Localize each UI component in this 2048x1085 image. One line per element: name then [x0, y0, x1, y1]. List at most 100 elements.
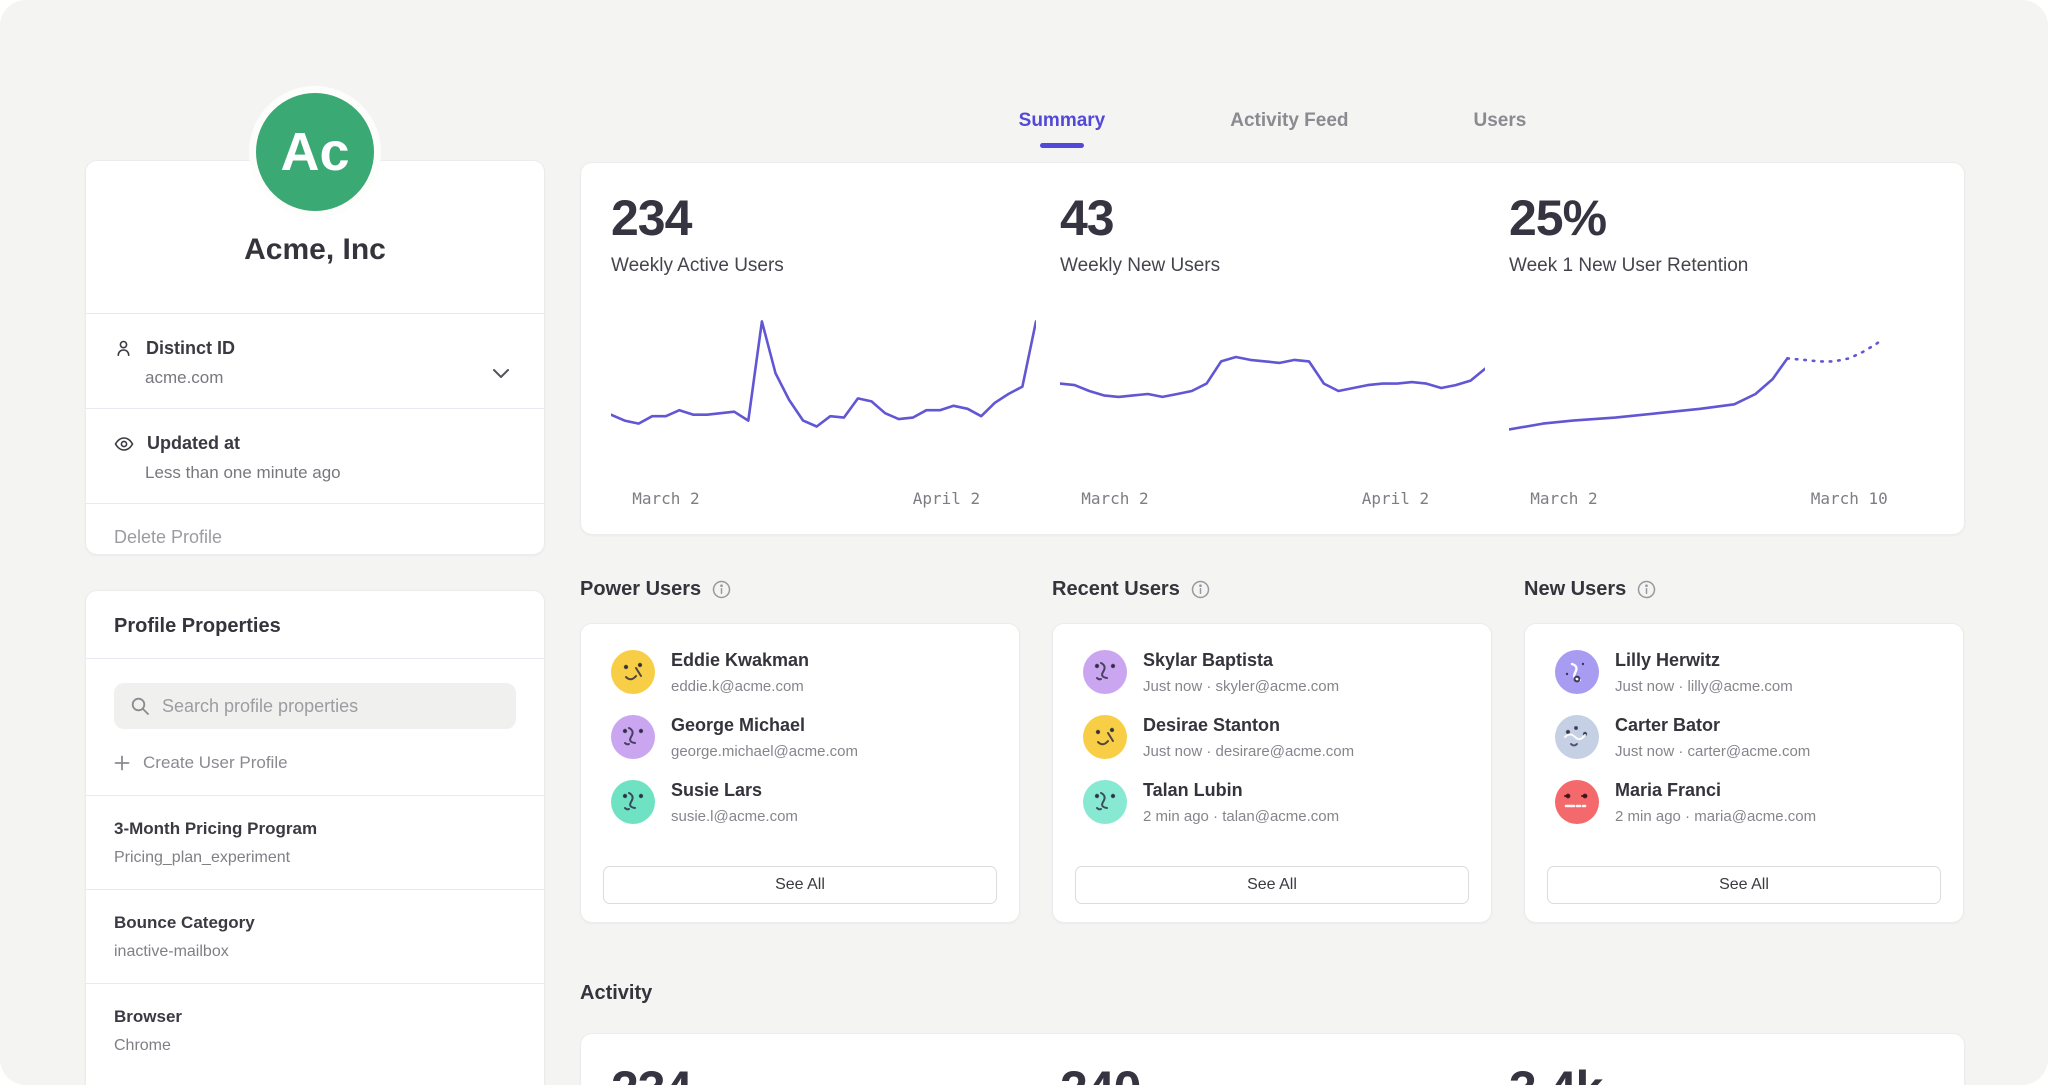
field-label: Distinct ID [146, 338, 236, 358]
see-all-button[interactable]: See All [1547, 866, 1941, 904]
tab-summary[interactable]: Summary [1019, 110, 1106, 148]
user-detail: eddie.k@acme.com [671, 678, 804, 695]
face-icon [1094, 792, 1116, 811]
divider [86, 503, 544, 504]
face-icon [1094, 662, 1116, 681]
face-icon [1565, 662, 1585, 683]
user-sections: Power Users Eddie Kwakman eddie.k@acme.c… [580, 578, 1965, 923]
x-tick: March 2 [1530, 489, 1598, 508]
stat-value: 234 [611, 1064, 1036, 1085]
user-detail: Just now · lilly@acme.com [1615, 678, 1793, 695]
tab-bar: Summary Activity Feed Users [580, 110, 1965, 148]
stat-value: 3.4k [1509, 1064, 1934, 1085]
profile-properties-title: Profile Properties [114, 615, 281, 637]
activity-stat: 3.4k [1509, 1064, 1934, 1085]
updated-at-row: Updated at Less than one minute ago [86, 409, 544, 503]
stat-value: 240 [1060, 1064, 1485, 1085]
summary-card: 234 Weekly Active Users March 2 April 2 … [580, 162, 1965, 535]
property-value: Chrome [114, 1037, 171, 1054]
user-avatar [611, 780, 655, 824]
x-tick: March 2 [1081, 489, 1149, 508]
x-tick: April 2 [1361, 489, 1430, 508]
face-icon [623, 662, 643, 681]
user-detail: Just now · desirare@acme.com [1143, 743, 1355, 760]
recent-users-card: Skylar Baptista Just now · skyler@acme.c… [1052, 623, 1492, 923]
activity-card: 234 240 3.4k [580, 1033, 1965, 1085]
property-name: 3-Month Pricing Program [114, 819, 318, 838]
tab-users[interactable]: Users [1473, 110, 1527, 131]
user-avatar [611, 715, 655, 759]
company-avatar: Ac [249, 86, 381, 218]
new-users-title: New Users [1524, 578, 1627, 600]
recent-users-title: Recent Users [1052, 578, 1180, 600]
user-detail: Just now · carter@acme.com [1615, 743, 1811, 760]
user-name: Carter Bator [1615, 715, 1721, 735]
power-users-card: Eddie Kwakman eddie.k@acme.com George Mi… [580, 623, 1020, 923]
field-value: acme.com [145, 368, 224, 387]
info-icon[interactable] [1191, 580, 1210, 599]
user-list-item[interactable]: Eddie Kwakman eddie.k@acme.com [611, 650, 989, 695]
activity-stat: 234 [611, 1064, 1036, 1085]
user-list-item[interactable]: Susie Lars susie.l@acme.com [611, 780, 989, 825]
info-icon[interactable] [712, 580, 731, 599]
user-name: Talan Lubin [1143, 780, 1243, 800]
profile-properties-card: Profile Properties Create User Profile 3… [85, 590, 545, 1085]
stat-week1-retention: 25% Week 1 New User Retention March 2 Ma… [1507, 193, 1934, 509]
x-tick: March 2 [632, 489, 700, 508]
x-axis: March 2 April 2 [1060, 489, 1485, 509]
tab-activity-feed[interactable]: Activity Feed [1230, 110, 1349, 131]
stat-value: 234 [611, 190, 692, 246]
face-icon [1564, 726, 1588, 747]
power-users-section: Power Users Eddie Kwakman eddie.k@acme.c… [580, 578, 1020, 923]
user-detail: susie.l@acme.com [671, 808, 798, 825]
x-axis: March 2 April 2 [611, 489, 1036, 509]
activity-stat: 240 [1060, 1064, 1485, 1085]
property-row[interactable]: 3-Month Pricing Program Pricing_plan_exp… [86, 795, 544, 889]
property-row[interactable]: Bounce Category inactive-mailbox [86, 889, 544, 983]
x-tick: March 10 [1810, 489, 1888, 508]
search-input[interactable] [162, 695, 500, 717]
divider [86, 408, 544, 409]
x-tick: April 2 [912, 489, 981, 508]
plus-icon [114, 755, 130, 771]
property-row[interactable]: Browser Chrome [86, 983, 544, 1077]
user-avatar [1083, 780, 1127, 824]
see-all-button[interactable]: See All [603, 866, 997, 904]
weekly-active-users-chart [609, 317, 1038, 465]
weekly-new-users-chart [1058, 317, 1487, 465]
user-list-item[interactable]: Skylar Baptista Just now · skyler@acme.c… [1083, 650, 1461, 695]
property-value: Pricing_plan_experiment [114, 849, 291, 866]
user-detail: george.michael@acme.com [671, 743, 858, 760]
week1-retention-chart [1507, 317, 1934, 465]
user-name: Desirae Stanton [1143, 715, 1281, 735]
person-icon [117, 340, 130, 356]
distinct-id-row[interactable]: Distinct ID acme.com [86, 314, 544, 408]
user-list-item[interactable]: Maria Franci 2 min ago · maria@acme.com [1555, 780, 1933, 825]
chevron-down-icon[interactable] [492, 368, 510, 379]
property-search[interactable] [114, 683, 516, 729]
face-icon [1095, 727, 1115, 746]
profile-card: Acme, Inc Distinct ID acme.com Updated a… [85, 160, 545, 555]
stat-label: Weekly New Users [1060, 255, 1221, 276]
field-value: Less than one minute ago [145, 463, 341, 482]
create-user-profile-button[interactable]: Create User Profile [86, 749, 544, 795]
x-axis: March 2 March 10 [1509, 489, 1934, 509]
user-avatar [1083, 715, 1127, 759]
info-icon[interactable] [1637, 580, 1656, 599]
user-list-item[interactable]: Desirae Stanton Just now · desirare@acme… [1083, 715, 1461, 760]
search-icon [131, 697, 149, 715]
company-avatar-initials: Ac [280, 122, 350, 182]
user-list-item[interactable]: George Michael george.michael@acme.com [611, 715, 989, 760]
new-users-card: Lilly Herwitz Just now · lilly@acme.com … [1524, 623, 1964, 923]
user-list-item[interactable]: Talan Lubin 2 min ago · talan@acme.com [1083, 780, 1461, 825]
delete-profile-button[interactable]: Delete Profile [114, 527, 223, 547]
stat-value: 43 [1060, 190, 1115, 246]
activity-title: Activity [580, 982, 653, 1004]
property-name: Bounce Category [114, 913, 255, 932]
user-name: Susie Lars [671, 780, 763, 800]
see-all-button[interactable]: See All [1075, 866, 1469, 904]
user-avatar [1555, 715, 1599, 759]
user-list-item[interactable]: Carter Bator Just now · carter@acme.com [1555, 715, 1933, 760]
user-list-item[interactable]: Lilly Herwitz Just now · lilly@acme.com [1555, 650, 1933, 695]
